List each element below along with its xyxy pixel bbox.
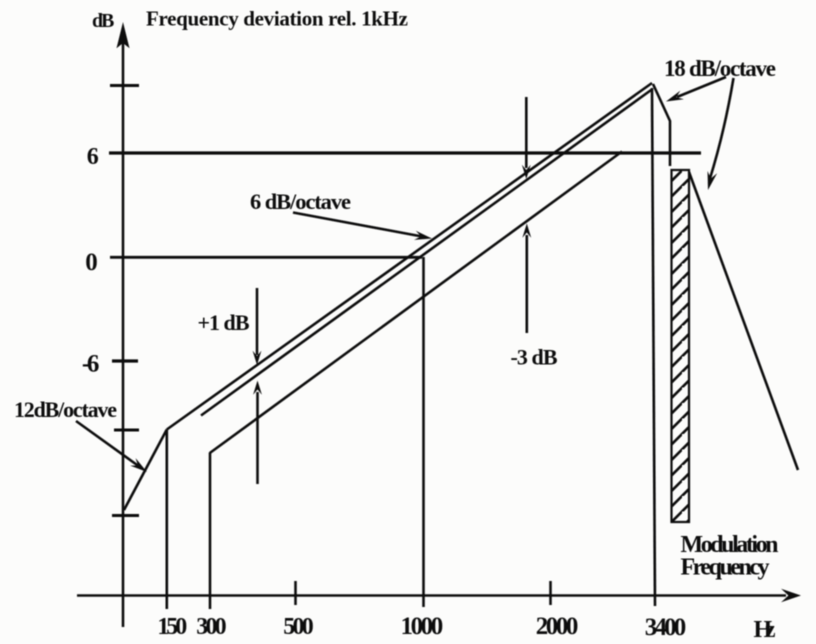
svg-text:Hz: Hz [754, 617, 776, 643]
svg-text:dB: dB [92, 10, 114, 32]
svg-text:0: 0 [85, 249, 98, 276]
svg-text:6: 6 [87, 144, 99, 170]
svg-text:1000: 1000 [401, 613, 444, 640]
svg-text:500: 500 [283, 614, 314, 640]
svg-text:300: 300 [196, 614, 226, 640]
svg-text:Frequency deviation rel. 1kHz: Frequency deviation rel. 1kHz [146, 7, 408, 31]
svg-text:Modulation: Modulation [681, 532, 779, 558]
svg-text:Frequency: Frequency [681, 555, 770, 581]
svg-text:18 dB/octave: 18 dB/octave [664, 56, 776, 81]
svg-text:-3 dB: -3 dB [511, 345, 558, 370]
svg-text:6 dB/octave: 6 dB/octave [250, 189, 351, 214]
svg-text:12dB/octave: 12dB/octave [14, 397, 117, 422]
svg-text:150: 150 [157, 614, 187, 640]
svg-text:-6: -6 [82, 351, 100, 378]
svg-text:+1 dB: +1 dB [198, 310, 250, 335]
svg-text:3400: 3400 [645, 614, 687, 641]
svg-text:2000: 2000 [536, 613, 579, 640]
